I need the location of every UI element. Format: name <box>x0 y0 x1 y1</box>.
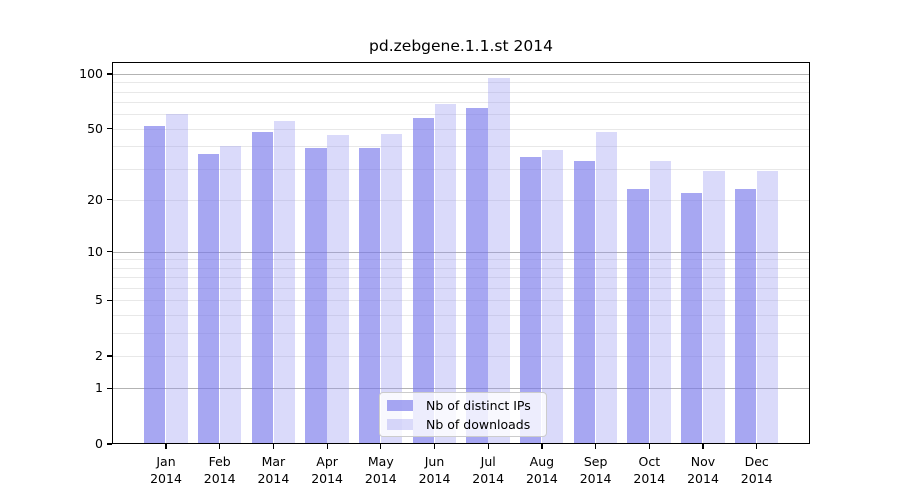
x-tick-label: Aug 2014 <box>525 454 558 486</box>
chart-title: pd.zebgene.1.1.st 2014 <box>369 37 553 55</box>
legend-label-distinct-ips: Nb of distinct IPs <box>426 397 531 413</box>
bar-nb-of-distinct-ips-jul-2014 <box>466 108 488 444</box>
x-tick-label: May 2014 <box>364 454 397 486</box>
bar-nb-of-downloads-feb-2014 <box>219 146 242 444</box>
x-tick-label: Mar 2014 <box>257 454 290 486</box>
minor-gridline <box>112 168 810 170</box>
y-tick-label: 20 <box>87 191 103 207</box>
x-tick-mark <box>219 444 221 449</box>
bar-nb-of-distinct-ips-dec-2014 <box>734 189 757 444</box>
legend-entry-downloads: Nb of downloads <box>387 417 546 432</box>
x-tick-mark <box>326 444 328 449</box>
bar-nb-of-distinct-ips-mar-2014 <box>251 131 273 444</box>
y-tick-mark <box>107 251 112 253</box>
bar-nb-of-downloads-sep-2014 <box>595 131 618 444</box>
y-tick-label: 1 <box>95 380 103 396</box>
x-tick-label: Apr 2014 <box>311 454 343 486</box>
x-tick-mark <box>595 444 597 449</box>
minor-gridline <box>112 300 810 302</box>
y-tick-label: 10 <box>87 243 103 259</box>
y-tick-mark <box>107 73 112 75</box>
x-tick-mark <box>702 444 704 449</box>
x-tick-mark <box>272 444 275 449</box>
x-tick-label: Jan 2014 <box>150 454 182 486</box>
bar-nb-of-distinct-ips-nov-2014 <box>681 192 703 444</box>
y-tick-label: 50 <box>87 120 103 136</box>
minor-gridline <box>112 114 810 116</box>
major-gridline <box>112 251 810 253</box>
bar-nb-of-downloads-mar-2014 <box>273 121 295 444</box>
y-tick-label: 2 <box>95 347 103 363</box>
y-tick-mark <box>107 199 112 201</box>
x-tick-mark <box>756 444 758 449</box>
legend-swatch-downloads <box>387 418 413 430</box>
minor-gridline <box>112 267 810 269</box>
bar-nb-of-distinct-ips-jan-2014 <box>144 125 166 444</box>
bar-nb-of-downloads-apr-2014 <box>327 135 349 444</box>
plot-area <box>112 62 810 444</box>
bar-nb-of-downloads-jun-2014 <box>434 104 457 444</box>
minor-gridline <box>112 332 810 334</box>
minor-gridline <box>112 259 810 261</box>
major-gridline <box>112 73 810 75</box>
minor-gridline <box>112 277 810 279</box>
x-tick-label: Sep 2014 <box>579 454 612 486</box>
x-tick-label: Oct 2014 <box>633 454 666 486</box>
bar-nb-of-downloads-oct-2014 <box>649 161 671 444</box>
bar-nb-of-downloads-nov-2014 <box>703 171 725 444</box>
y-tick-label: 100 <box>79 65 103 81</box>
x-tick-mark <box>433 444 436 449</box>
x-tick-mark <box>541 444 543 449</box>
minor-gridline <box>112 91 810 93</box>
y-tick-label: 0 <box>95 436 103 451</box>
x-tick-label: Feb 2014 <box>203 454 236 486</box>
y-tick-mark <box>107 355 112 357</box>
minor-gridline <box>112 355 810 357</box>
legend-swatch-distinct-ips <box>387 399 413 411</box>
legend-label-downloads: Nb of downloads <box>426 416 531 432</box>
minor-gridline <box>112 314 810 316</box>
bar-nb-of-distinct-ips-jun-2014 <box>412 118 434 444</box>
bar-nb-of-distinct-ips-may-2014 <box>358 148 381 444</box>
bar-nb-of-downloads-may-2014 <box>381 133 403 444</box>
bar-nb-of-distinct-ips-aug-2014 <box>520 156 542 444</box>
y-tick-mark <box>107 299 112 301</box>
bar-nb-of-distinct-ips-feb-2014 <box>197 154 220 444</box>
y-tick-mark <box>107 128 112 130</box>
x-tick-label: Nov 2014 <box>687 454 719 486</box>
bar-nb-of-distinct-ips-apr-2014 <box>305 148 327 444</box>
minor-gridline <box>112 287 810 289</box>
x-tick-mark <box>165 444 167 449</box>
minor-gridline <box>112 199 810 201</box>
x-tick-label: Jul 2014 <box>472 454 505 486</box>
bar-nb-of-downloads-jul-2014 <box>488 77 510 444</box>
minor-gridline <box>112 82 810 84</box>
major-gridline <box>112 388 810 390</box>
x-tick-label: Dec 2014 <box>740 454 773 486</box>
bar-nb-of-downloads-jan-2014 <box>166 114 188 444</box>
legend-entry-distinct-ips: Nb of distinct IPs <box>387 398 546 413</box>
x-tick-mark <box>648 444 650 449</box>
bar-nb-of-distinct-ips-oct-2014 <box>627 189 649 444</box>
bar-nb-of-distinct-ips-sep-2014 <box>573 161 596 444</box>
bar-nb-of-downloads-dec-2014 <box>756 171 779 444</box>
bar-nb-of-downloads-aug-2014 <box>542 150 564 444</box>
x-tick-mark <box>487 444 489 449</box>
x-tick-label: Jun 2014 <box>418 454 451 486</box>
x-tick-mark <box>380 444 382 449</box>
minor-gridline <box>112 128 810 130</box>
minor-gridline <box>112 146 810 148</box>
minor-gridline <box>112 102 810 104</box>
y-tick-mark <box>107 443 112 445</box>
legend: Nb of distinct IPs Nb of downloads <box>379 392 547 437</box>
y-tick-label: 5 <box>95 292 103 308</box>
y-tick-mark <box>107 387 112 390</box>
